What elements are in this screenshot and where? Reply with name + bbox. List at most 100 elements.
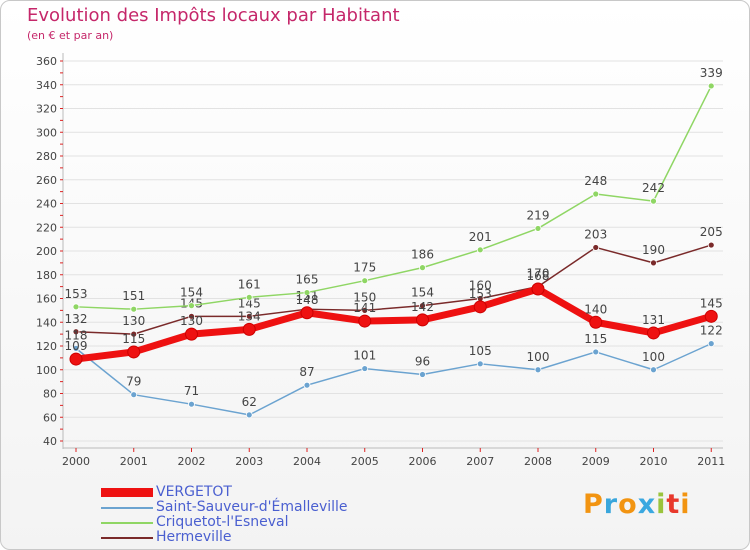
data-label-saint-sauveur-d-emalleville: 71 [184,384,199,398]
data-point-saint-sauveur-d-emalleville [650,366,657,374]
data-point-saint-sauveur-d-emalleville [476,360,484,368]
data-point-saint-sauveur-d-emalleville [592,348,600,356]
chart-legend: VERGETOT Saint-Sauveur-d'Émalleville Criqu… [101,485,401,545]
data-label-vergetot: 153 [469,287,492,301]
data-point-vergetot [358,314,372,328]
data-label-vergetot: 109 [65,339,88,353]
data-point-vergetot [416,313,429,327]
data-point-saint-sauveur-d-emalleville [707,340,715,348]
data-point-hermeville [130,330,138,338]
data-point-hermeville [245,312,253,320]
logo-letter: i [680,489,691,520]
y-tick-label: 300 [36,126,57,139]
data-point-saint-sauveur-d-emalleville [72,344,80,352]
x-tick-label: 2007 [466,455,494,468]
chart-title: Evolution des Impôts locaux par Habitant [27,5,400,26]
data-label-hermeville: 132 [65,312,88,326]
data-label-hermeville: 130 [122,314,145,328]
data-label-criquetot-l-esneval: 339 [700,66,723,80]
legend-label: Criquetot-l'Esneval [156,514,289,530]
data-label-hermeville: 145 [238,296,261,310]
legend-label: Hermeville [156,529,232,545]
data-point-criquetot-l-esneval [72,303,80,311]
data-point-vergetot [185,327,198,341]
data-label-vergetot: 134 [238,309,261,323]
y-tick-label: 120 [36,340,57,353]
y-tick-label: 100 [36,364,57,377]
data-point-vergetot [300,306,314,320]
y-tick-label: 60 [43,411,57,424]
legend-swatch [101,521,153,524]
data-point-vergetot [531,282,545,296]
data-point-vergetot [589,315,603,329]
x-tick-label: 2008 [524,455,552,468]
data-point-saint-sauveur-d-emalleville [303,381,311,389]
data-point-criquetot-l-esneval [707,82,715,90]
y-tick-label: 180 [36,269,57,282]
data-point-criquetot-l-esneval [303,289,311,296]
data-point-vergetot [704,309,718,323]
legend-item: Saint-Sauveur-d'Émalleville [101,500,401,515]
data-point-criquetot-l-esneval [188,302,195,310]
data-point-saint-sauveur-d-emalleville [534,366,542,374]
data-label-criquetot-l-esneval: 248 [584,174,607,188]
data-point-criquetot-l-esneval [361,277,369,285]
data-point-hermeville [592,244,600,251]
data-point-saint-sauveur-d-emalleville [188,400,195,408]
data-label-criquetot-l-esneval: 242 [642,181,665,195]
x-tick-label: 2003 [235,455,263,468]
y-tick-label: 320 [36,103,57,116]
data-point-saint-sauveur-d-emalleville [361,365,369,372]
legend-item: Criquetot-l'Esneval [101,515,401,530]
x-tick-label: 2006 [409,455,437,468]
data-label-saint-sauveur-d-emalleville: 100 [642,350,665,364]
x-tick-label: 2002 [178,455,206,468]
x-tick-label: 2001 [120,455,148,468]
y-tick-label: 140 [36,316,57,329]
data-point-hermeville [188,312,195,320]
data-label-vergetot: 168 [527,269,550,283]
logo-letter: x [637,489,657,520]
legend-label: Saint-Sauveur-d'Émalleville [156,499,348,515]
y-tick-label: 40 [43,435,57,448]
data-label-criquetot-l-esneval: 154 [180,286,203,300]
data-label-saint-sauveur-d-emalleville: 62 [242,395,257,409]
logo-letter: P [583,489,604,520]
data-label-saint-sauveur-d-emalleville: 100 [527,350,550,364]
x-tick-label: 2004 [293,455,321,468]
data-point-vergetot [127,345,141,359]
data-label-saint-sauveur-d-emalleville: 122 [700,324,723,338]
data-point-criquetot-l-esneval [419,264,426,272]
data-label-vergetot: 148 [296,293,319,307]
data-label-vergetot: 141 [353,301,376,315]
data-point-vergetot [242,322,256,336]
data-label-saint-sauveur-d-emalleville: 105 [469,344,492,358]
legend-swatch [101,536,153,539]
data-point-criquetot-l-esneval [534,225,542,232]
data-label-saint-sauveur-d-emalleville: 79 [126,375,141,389]
data-label-saint-sauveur-d-emalleville: 96 [415,355,430,369]
series-line-vergetot [75,285,713,363]
data-point-hermeville [72,328,80,336]
data-label-criquetot-l-esneval: 161 [238,277,261,291]
y-tick-label: 260 [36,174,57,187]
y-tick-label: 280 [36,150,57,163]
data-label-saint-sauveur-d-emalleville: 115 [584,332,607,346]
data-point-hermeville [419,302,426,310]
data-label-hermeville: 154 [411,286,434,300]
data-point-criquetot-l-esneval [130,305,138,313]
data-label-vergetot: 140 [584,302,607,316]
legend-item: Hermeville [101,530,401,545]
data-label-criquetot-l-esneval: 153 [65,287,88,301]
data-label-vergetot: 115 [122,332,145,346]
x-tick-label: 2010 [640,455,668,468]
data-point-saint-sauveur-d-emalleville [130,391,138,399]
data-point-hermeville [650,259,657,267]
logo-letter: o [618,489,638,520]
data-point-saint-sauveur-d-emalleville [245,411,253,419]
data-point-hermeville [361,306,369,314]
x-tick-label: 2005 [351,455,379,468]
y-tick-label: 220 [36,221,57,234]
chart-subtitle: (en € et par an) [27,29,114,42]
